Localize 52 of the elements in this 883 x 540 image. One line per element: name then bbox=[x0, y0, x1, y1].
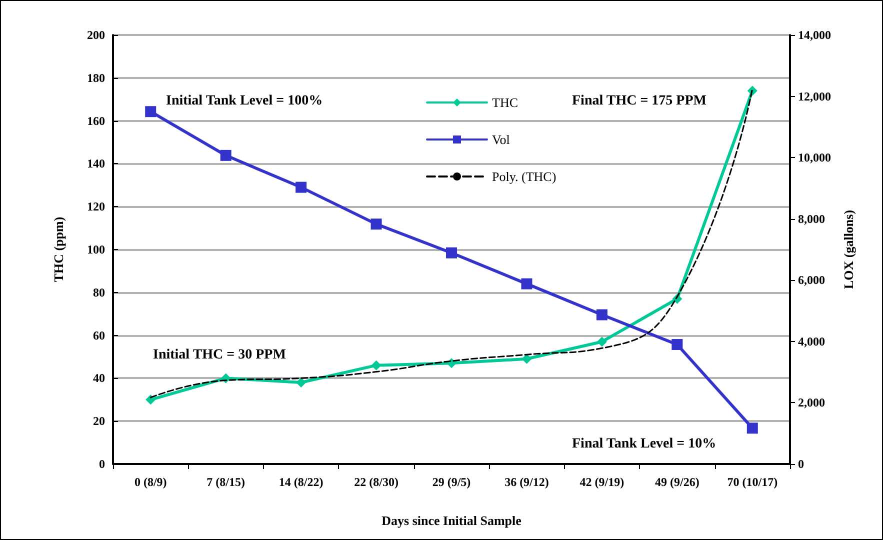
legend-label: Poly. (THC) bbox=[492, 169, 556, 184]
point bbox=[370, 218, 382, 230]
point bbox=[521, 278, 532, 290]
x-axis-title: Days since Initial Sample bbox=[382, 513, 522, 528]
y2-tick-label: 14,000 bbox=[798, 28, 831, 42]
x-tick-label: 14 (8/22) bbox=[278, 475, 324, 489]
y-tick-label: 0 bbox=[99, 457, 105, 471]
point bbox=[296, 182, 307, 193]
x-tick-label: 7 (8/15) bbox=[206, 475, 245, 489]
x-tick-label: 49 (9/26) bbox=[655, 475, 700, 489]
annotation: Final THC = 175 PPM bbox=[572, 94, 706, 108]
y-tick-label: 180 bbox=[87, 70, 105, 85]
point bbox=[220, 150, 232, 161]
point bbox=[145, 106, 156, 118]
y2-tick-label: 6,000 bbox=[798, 273, 825, 288]
annotation: Initial THC = 30 PPM bbox=[153, 348, 286, 362]
point bbox=[371, 360, 382, 370]
point bbox=[596, 336, 607, 347]
point bbox=[672, 338, 683, 350]
x-tick-label: 29 (9/5) bbox=[432, 475, 471, 489]
point bbox=[596, 309, 608, 320]
y2-tick-label: 12,000 bbox=[798, 89, 831, 104]
annotation: Initial Tank Level = 100% bbox=[166, 94, 323, 108]
annotation: Final Tank Level = 10% bbox=[572, 436, 716, 452]
x-tick-label: 42 (9/19) bbox=[580, 475, 624, 489]
x-tick-label: 36 (9/12) bbox=[504, 475, 549, 489]
x-tick-label: 0 (8/9) bbox=[134, 475, 167, 489]
y2-tick-label: 0 bbox=[798, 457, 804, 471]
y-tick-label: 200 bbox=[87, 28, 105, 42]
y-tick-label: 80 bbox=[93, 285, 105, 300]
y-tick-label: 40 bbox=[93, 371, 105, 386]
y2-tick-label: 2,000 bbox=[798, 396, 825, 410]
y-axis-title: THC (ppm) bbox=[51, 216, 66, 282]
point bbox=[522, 354, 532, 364]
point bbox=[746, 422, 758, 434]
point bbox=[146, 394, 156, 405]
y-tick-label: 160 bbox=[87, 114, 105, 128]
point bbox=[446, 247, 457, 258]
y2-axis-title: LOX (gallons) bbox=[840, 210, 856, 290]
y-tick-label: 100 bbox=[87, 242, 105, 256]
legend-label: Vol bbox=[492, 132, 510, 147]
legend-label: THC bbox=[492, 95, 518, 110]
y-tick-label: 140 bbox=[87, 156, 105, 171]
y2-tick-label: 4,000 bbox=[798, 334, 825, 348]
point bbox=[296, 377, 306, 388]
x-tick-label: 22 (8/30) bbox=[354, 475, 398, 489]
y2-tick-label: 8,000 bbox=[798, 212, 825, 226]
y-tick-label: 20 bbox=[93, 414, 105, 428]
x-tick-label: 70 (10/17) bbox=[727, 475, 778, 489]
y2-tick-label: 10,000 bbox=[798, 150, 831, 165]
y-tick-label: 120 bbox=[87, 200, 105, 214]
y-tick-label: 60 bbox=[93, 328, 105, 342]
